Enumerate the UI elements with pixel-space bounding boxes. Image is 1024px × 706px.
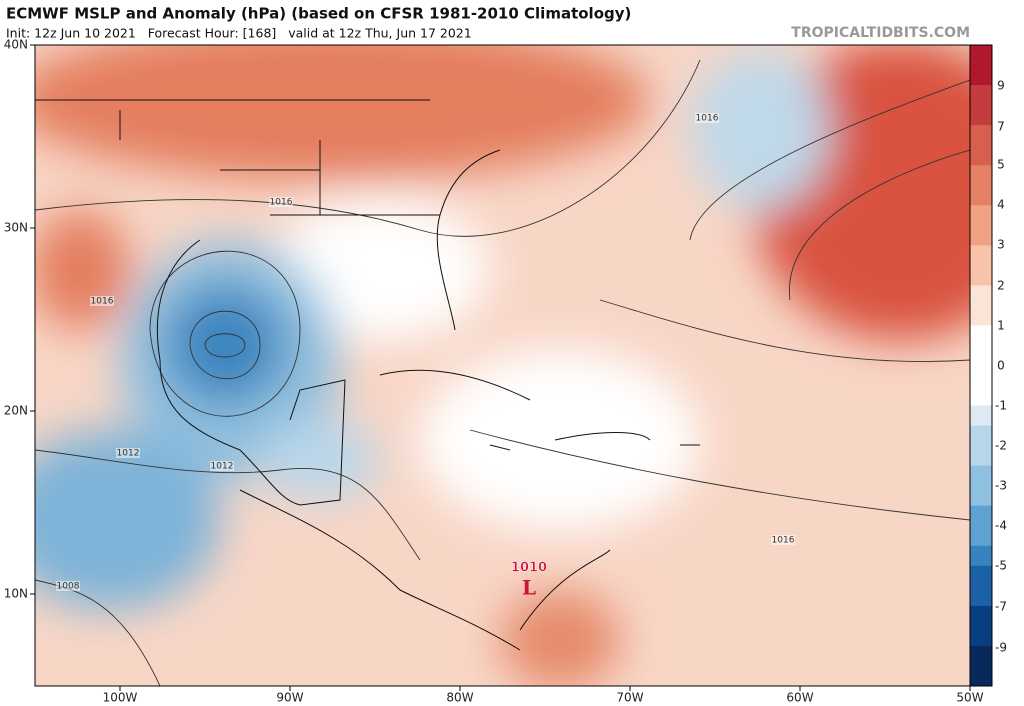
lon-label: 70W: [616, 691, 643, 705]
lat-label: 30N: [4, 221, 28, 235]
colorbar-swatch: [970, 145, 992, 166]
lon-label: 50W: [956, 691, 983, 705]
contour-label: 1012: [117, 449, 140, 459]
colorbar-swatch: [970, 505, 992, 527]
contour-label: 1016: [696, 114, 719, 124]
contour-label-bg: [771, 535, 795, 545]
colorbar-swatch: [970, 665, 992, 687]
colorbar-swatch: [970, 385, 992, 407]
colorbar-label: -2: [995, 439, 1007, 453]
colorbar-label: 9: [997, 79, 1005, 93]
colorbar-swatch: [970, 585, 992, 607]
colorbar-label: -5: [995, 559, 1007, 573]
lat-label: 40N: [4, 38, 28, 52]
low-pressure: 1010: [511, 561, 547, 576]
colorbar-swatch: [970, 265, 992, 286]
contour-label-bg: [90, 296, 114, 306]
colorbar-label: 7: [997, 120, 1005, 134]
colorbar-label: -7: [995, 600, 1007, 614]
colorbar-swatch: [970, 65, 992, 86]
contour-label-bg: [210, 461, 234, 471]
title: ECMWF MSLP and Anomaly (hPa) (based on C…: [6, 5, 631, 23]
coastlines: [35, 99, 700, 651]
colorbar-swatch: [970, 285, 992, 306]
lat-label: 20N: [4, 404, 28, 418]
colorbar-swatch: [970, 85, 992, 106]
map-field: [35, 45, 970, 686]
contour-label-bg: [116, 448, 140, 458]
contour-label: 1012: [211, 462, 234, 472]
lon-label: 80W: [446, 691, 473, 705]
colorbar-swatch: [970, 325, 992, 346]
isobars: [35, 59, 970, 686]
colorbar-label: 3: [997, 238, 1005, 252]
colorbar-swatch: [970, 245, 992, 266]
colorbar-swatch: [970, 465, 992, 487]
colorbar-frame: [969, 44, 993, 687]
colorbar-swatch: [970, 45, 992, 66]
contour-label-bg: [269, 197, 293, 207]
colorbar-label: 4: [997, 198, 1005, 212]
colorbar-swatch: [970, 225, 992, 246]
colorbar-label: 1: [997, 319, 1005, 333]
colorbar-swatch: [970, 185, 992, 206]
colorbar-swatch: [970, 165, 992, 186]
low-symbol: L: [522, 576, 536, 600]
colorbar-label: 2: [997, 279, 1005, 293]
colorbar-swatch: [970, 205, 992, 226]
contour-label-bg: [695, 113, 719, 123]
colorbar-swatch: [970, 345, 992, 366]
colorbar-swatch: [970, 125, 992, 146]
source: TROPICALTIDBITS.COM: [791, 25, 970, 41]
lon-label: 90W: [276, 691, 303, 705]
lon-label: 60W: [786, 691, 813, 705]
colorbar-swatch: [970, 525, 992, 547]
colorbar-swatch: [970, 645, 992, 667]
colorbar-swatch: [970, 365, 992, 387]
contour-label: 1008: [57, 582, 80, 592]
contour-label: 1016: [772, 536, 795, 546]
colorbar-swatch: [970, 625, 992, 647]
lon-label: 100W: [103, 691, 138, 705]
contour-label-bg: [56, 581, 80, 591]
colorbar: 9 7 5 4 3 2 1 0 -1 -2 -3 -4 -5 -7 -9: [969, 44, 1007, 687]
subtitle: Init: 12z Jun 10 2021 Forecast Hour: [16…: [6, 26, 472, 41]
colorbar-swatch: [970, 405, 992, 427]
colorbar-swatch: [970, 485, 992, 507]
colorbar-swatch: [970, 565, 992, 587]
colorbar-swatch: [970, 105, 992, 126]
colorbar-label: -4: [995, 519, 1007, 533]
colorbar-label: 5: [997, 158, 1005, 172]
colorbar-label: 0: [997, 359, 1005, 373]
colorbar-label: -1: [995, 399, 1007, 413]
lat-label: 10N: [4, 587, 28, 601]
colorbar-swatch: [970, 545, 992, 567]
colorbar-swatch: [970, 605, 992, 627]
colorbar-swatch: [970, 305, 992, 326]
colorbar-swatch: [970, 425, 992, 447]
colorbar-swatch: [970, 445, 992, 467]
colorbar-label: -3: [995, 479, 1007, 493]
colorbar-label: -9: [995, 641, 1007, 655]
contour-label: 1016: [270, 198, 293, 208]
contour-label: 1016: [91, 297, 114, 307]
